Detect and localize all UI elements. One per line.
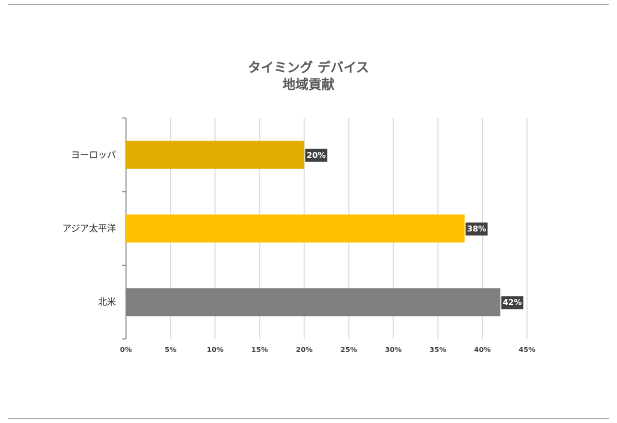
x-tick-label: 40%	[474, 346, 491, 354]
chart-subtitle: 地域貢献	[282, 78, 335, 93]
data-label-box	[501, 296, 524, 310]
chart-title-block: タイミング デバイス 地域貢献	[0, 60, 617, 94]
top-rule	[8, 4, 609, 5]
x-tick-label: 25%	[340, 346, 357, 354]
x-tick-label: 35%	[430, 346, 447, 354]
data-label: 42%	[503, 298, 522, 307]
category-label: アジア太平洋	[62, 223, 116, 235]
bar	[126, 288, 501, 317]
bar	[126, 214, 465, 243]
category-label: ヨーロッパ	[71, 150, 116, 161]
x-tick-label: 45%	[519, 346, 536, 354]
bottom-rule	[8, 418, 609, 419]
category-label: 北米	[98, 296, 116, 308]
data-label: 20%	[307, 151, 326, 160]
x-tick-label: 0%	[120, 346, 132, 354]
x-tick-label: 10%	[207, 346, 224, 354]
x-tick-label: 5%	[165, 346, 177, 354]
x-tick-label: 30%	[385, 346, 402, 354]
data-label: 38%	[467, 225, 486, 234]
data-label-box	[305, 148, 328, 162]
data-label-box	[465, 222, 488, 236]
chart-title: タイミング デバイス	[247, 61, 370, 76]
x-tick-label: 15%	[251, 346, 268, 354]
bar	[126, 140, 305, 169]
x-tick-label: 20%	[296, 346, 313, 354]
